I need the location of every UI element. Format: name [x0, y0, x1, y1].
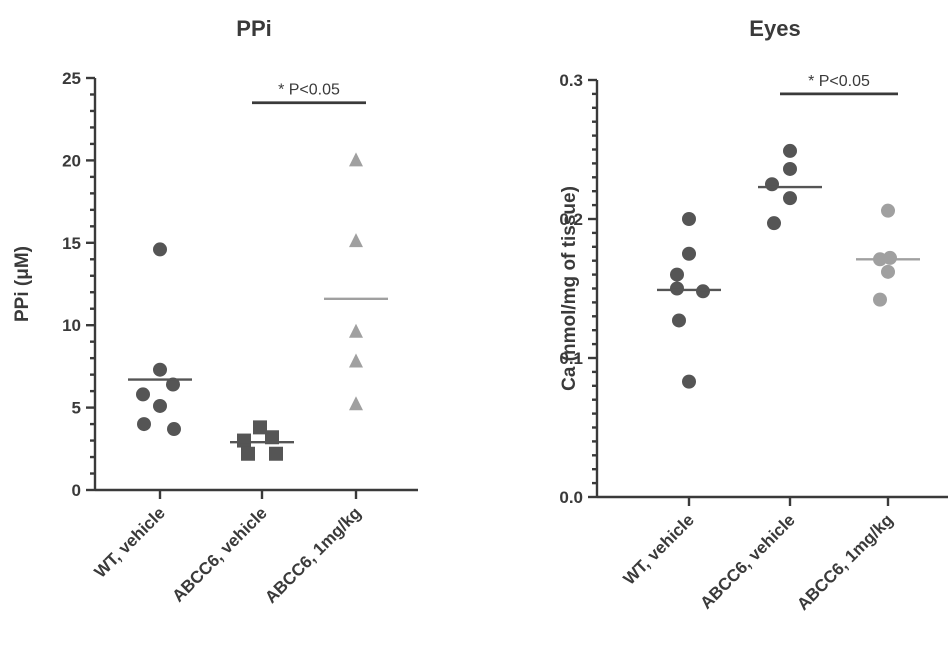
data-point [670, 267, 684, 282]
data-point [670, 281, 684, 296]
x-category-label: ABCC6, vehicle [169, 503, 271, 605]
data-point [136, 387, 150, 402]
y-tick-label: 25 [62, 69, 81, 88]
data-point [253, 420, 267, 435]
ppi-panel: PPi PPi (μM) 0 5 10 15 20 25 WT, vehicle ABCC6, v… [12, 16, 418, 607]
significance-label: * P<0.05 [278, 82, 340, 99]
y-tick-label: 10 [62, 316, 81, 335]
data-point [349, 396, 363, 411]
data-point [783, 143, 797, 158]
data-point [783, 191, 797, 206]
data-point [137, 417, 151, 432]
x-category-label: WT, vehicle [620, 510, 698, 588]
data-point [682, 246, 696, 261]
data-point [783, 161, 797, 176]
data-point [765, 177, 779, 192]
y-tick-label: 0.0 [559, 488, 583, 507]
eyes-panel: Eyes Ca (nmol/mg of tissue) 0.0 0.1 0.2 0.3 WT… [559, 16, 948, 614]
y-tick-label: 0 [72, 481, 81, 500]
data-point [166, 377, 180, 392]
chart-title: PPi [236, 16, 271, 41]
data-point [349, 152, 363, 167]
data-point [237, 433, 251, 448]
data-point [349, 323, 363, 338]
y-axis-label: PPi (μM) [12, 246, 33, 322]
data-point [672, 313, 686, 328]
y-tick-label: 0.2 [559, 210, 583, 229]
data-point [269, 446, 283, 461]
data-point [167, 422, 181, 437]
data-point [682, 374, 696, 389]
x-category-label: ABCC6, 1mg/kg [793, 510, 897, 614]
data-point [349, 353, 363, 368]
y-tick-label: 0.3 [559, 71, 583, 90]
y-tick-label: 15 [62, 234, 81, 253]
data-point [767, 216, 781, 231]
y-tick-label: 5 [72, 399, 81, 418]
data-point [153, 242, 167, 257]
data-point [873, 292, 887, 307]
data-point [696, 284, 710, 299]
x-category-label: ABCC6, 1mg/kg [261, 503, 365, 607]
x-category-label: WT, vehicle [91, 503, 169, 581]
chart-title: Eyes [749, 16, 800, 41]
data-point [241, 446, 255, 461]
data-point [349, 233, 363, 248]
x-category-label: ABCC6, vehicle [697, 510, 799, 612]
data-point [153, 398, 167, 413]
y-axis-label: Ca (nmol/mg of tissue) [559, 186, 580, 391]
y-tick-label: 0.1 [559, 349, 583, 368]
data-point [881, 203, 895, 218]
data-point [153, 362, 167, 377]
y-tick-label: 20 [62, 151, 81, 170]
data-point [265, 430, 279, 445]
significance-label: * P<0.05 [808, 73, 870, 90]
data-point [682, 212, 696, 226]
data-point [881, 264, 895, 279]
